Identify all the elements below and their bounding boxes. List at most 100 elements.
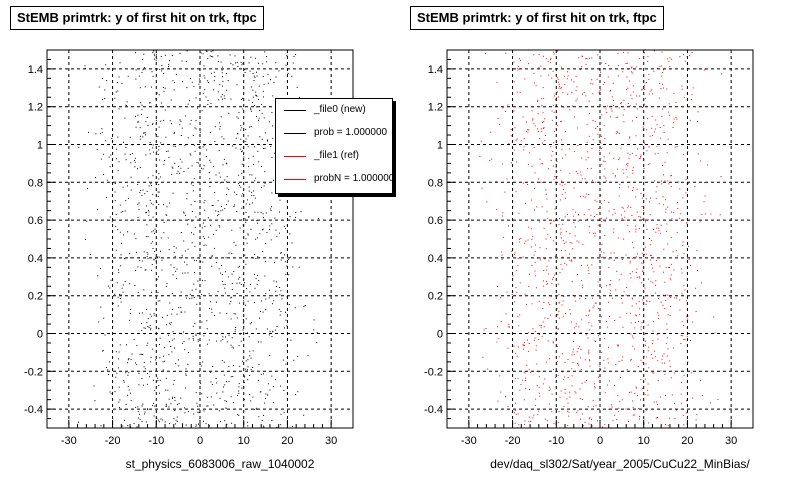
data-point	[636, 253, 638, 255]
data-point	[158, 126, 160, 128]
data-point	[219, 128, 221, 130]
data-point	[591, 79, 593, 81]
data-point	[658, 203, 660, 205]
data-point	[238, 390, 240, 392]
data-point	[97, 275, 99, 277]
data-point	[103, 174, 105, 175]
data-point	[124, 153, 126, 155]
data-point	[233, 206, 235, 207]
data-point	[288, 258, 290, 260]
data-point	[527, 163, 529, 165]
data-point	[274, 217, 276, 219]
data-point	[259, 233, 261, 235]
data-point	[623, 238, 625, 240]
x-tick-label: 20	[681, 435, 693, 447]
data-point	[193, 339, 194, 341]
data-point	[157, 195, 159, 197]
data-point	[508, 323, 510, 325]
data-point	[156, 263, 157, 265]
data-point	[237, 414, 239, 415]
data-point	[644, 84, 645, 86]
data-point	[181, 60, 183, 62]
data-point	[244, 218, 246, 220]
data-point	[247, 425, 249, 427]
data-point	[135, 362, 136, 364]
data-point	[625, 168, 627, 170]
data-point	[594, 232, 596, 234]
data-point	[550, 58, 552, 60]
data-point	[560, 233, 562, 235]
data-point	[559, 183, 561, 185]
data-point	[241, 207, 243, 209]
data-point	[691, 99, 693, 101]
data-point	[544, 378, 546, 380]
data-point	[258, 416, 260, 418]
data-point	[593, 405, 595, 407]
data-point	[538, 339, 540, 341]
data-point	[141, 260, 143, 262]
data-point	[186, 87, 188, 89]
data-point	[573, 187, 575, 189]
data-point	[541, 98, 543, 100]
data-point	[307, 355, 309, 356]
data-point	[148, 211, 150, 213]
data-point	[544, 258, 546, 260]
data-point	[612, 214, 614, 216]
data-point	[245, 221, 247, 223]
data-point	[118, 76, 120, 78]
data-point	[603, 124, 605, 126]
data-point	[174, 162, 176, 164]
data-point	[146, 256, 148, 258]
data-point	[627, 103, 629, 104]
data-point	[123, 381, 125, 383]
data-point	[660, 88, 662, 89]
data-point	[227, 80, 229, 82]
data-point	[162, 361, 164, 363]
data-point	[219, 122, 220, 124]
data-point	[569, 313, 571, 315]
data-point	[635, 154, 637, 156]
data-point	[522, 345, 524, 347]
data-point	[614, 384, 615, 386]
data-point	[601, 244, 603, 245]
data-point	[547, 217, 549, 219]
data-point	[569, 253, 571, 255]
data-point	[238, 278, 240, 280]
data-point	[649, 201, 650, 203]
data-point	[215, 378, 217, 379]
data-point	[561, 268, 563, 270]
data-point	[140, 102, 142, 104]
data-point	[192, 325, 194, 327]
data-point	[166, 324, 168, 326]
data-point	[632, 298, 634, 300]
data-point	[523, 371, 525, 373]
data-point	[594, 387, 596, 389]
data-point	[166, 150, 168, 152]
data-point	[130, 176, 132, 178]
data-point	[149, 325, 151, 326]
data-point	[149, 149, 151, 151]
data-point	[168, 249, 170, 251]
data-point	[259, 317, 260, 319]
data-point	[635, 256, 637, 258]
data-point	[669, 360, 671, 362]
data-point	[240, 284, 242, 285]
data-point	[631, 152, 633, 154]
data-point	[230, 297, 232, 299]
data-point	[683, 253, 685, 255]
data-point	[530, 228, 532, 230]
data-point	[501, 163, 503, 165]
data-point	[546, 269, 548, 271]
data-point	[656, 67, 658, 69]
legend-entry: prob = 1.000000	[276, 122, 392, 145]
data-point	[539, 259, 541, 261]
data-point	[170, 264, 172, 266]
data-point	[109, 287, 111, 289]
data-point	[569, 172, 571, 174]
data-point	[520, 140, 522, 142]
data-point	[601, 352, 603, 354]
data-point	[181, 161, 183, 163]
data-point	[660, 370, 662, 372]
data-point	[498, 338, 500, 340]
data-point	[670, 186, 672, 188]
